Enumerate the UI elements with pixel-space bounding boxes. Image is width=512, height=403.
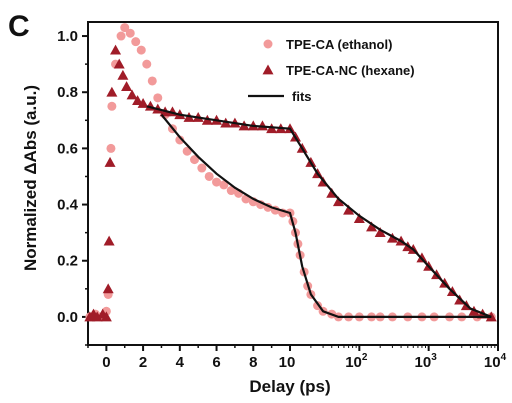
- data-point-triangle: [262, 64, 274, 75]
- panel-letter: C: [8, 10, 30, 43]
- data-point-circle: [120, 23, 130, 33]
- data-point-triangle: [343, 204, 355, 215]
- data-point-circle: [190, 155, 200, 165]
- data-point-triangle: [353, 213, 365, 224]
- y-tick-label: 0.8: [57, 84, 78, 101]
- data-point-circle: [197, 163, 207, 173]
- data-point-triangle: [110, 44, 122, 55]
- data-point-circle: [136, 45, 146, 55]
- legend-label: TPE-CA (ethanol): [286, 37, 392, 52]
- data-point-circle: [125, 28, 135, 38]
- data-point-triangle: [386, 232, 398, 243]
- plot-frame: [87, 21, 499, 346]
- data-point-circle: [106, 143, 116, 153]
- data-point-triangle: [104, 156, 116, 167]
- y-tick-label: 0.4: [57, 197, 79, 214]
- data-point-circle: [147, 76, 157, 86]
- data-point-circle: [142, 59, 152, 69]
- x-tick-label: 102: [345, 352, 368, 371]
- x-tick-label: 4: [176, 354, 185, 371]
- x-axis-ticks: 0 2 4 6 8 10 102 103 104: [87, 345, 507, 371]
- plot-border: [87, 21, 499, 346]
- x-tick-label: 2: [139, 354, 147, 371]
- x-tick-label: 8: [249, 354, 257, 371]
- fit-lines: [146, 105, 492, 318]
- data-point-triangle: [117, 69, 129, 80]
- data-point-triangle: [113, 58, 125, 69]
- data-point-circle: [175, 135, 185, 145]
- series-hexane-markers: [84, 44, 497, 322]
- data-point-circle: [131, 37, 141, 47]
- fit-line: [160, 114, 492, 318]
- data-point-triangle: [106, 86, 118, 97]
- legend-label: TPE-CA-NC (hexane): [286, 63, 415, 78]
- data-point-triangle: [126, 89, 138, 100]
- x-axis-label: Delay (ps): [249, 377, 330, 396]
- x-tick-label: 104: [484, 352, 507, 371]
- y-tick-label: 0.2: [57, 253, 78, 270]
- data-point-triangle: [91, 311, 103, 322]
- legend: TPE-CA (ethanol) TPE-CA-NC (hexane) fits: [248, 37, 415, 104]
- data-point-circle: [116, 31, 126, 41]
- data-point-triangle: [132, 95, 144, 106]
- x-tick-label: 10: [279, 354, 296, 371]
- x-tick-label: 103: [415, 352, 438, 371]
- data-point-triangle: [374, 227, 386, 238]
- y-tick-label: 1.0: [57, 28, 78, 45]
- data-point-circle: [153, 93, 163, 103]
- data-point-triangle: [121, 81, 133, 91]
- data-point-circle: [219, 180, 229, 190]
- y-axis-label: Normalized ΔAbs (a.u.): [21, 85, 40, 271]
- fit-line: [146, 105, 492, 318]
- data-point-triangle: [366, 221, 378, 232]
- x-tick-label: 0: [102, 354, 110, 371]
- legend-label: fits: [292, 89, 312, 104]
- data-point-circle: [204, 171, 214, 181]
- y-axis-ticks: 0.0 0.2 0.4 0.6 0.8 1.0: [57, 28, 88, 346]
- data-point-triangle: [100, 311, 112, 322]
- data-point-triangle: [103, 235, 115, 246]
- data-point-triangle: [102, 283, 114, 294]
- data-point-circle: [107, 101, 117, 111]
- y-tick-label: 0.6: [57, 140, 78, 157]
- data-point-circle: [263, 39, 273, 49]
- data-point-triangle: [332, 196, 344, 207]
- x-tick-label: 6: [212, 354, 220, 371]
- y-tick-label: 0.0: [57, 309, 78, 326]
- data-point-circle: [226, 186, 236, 196]
- data-point-circle: [212, 177, 222, 187]
- data-point-triangle: [137, 97, 149, 108]
